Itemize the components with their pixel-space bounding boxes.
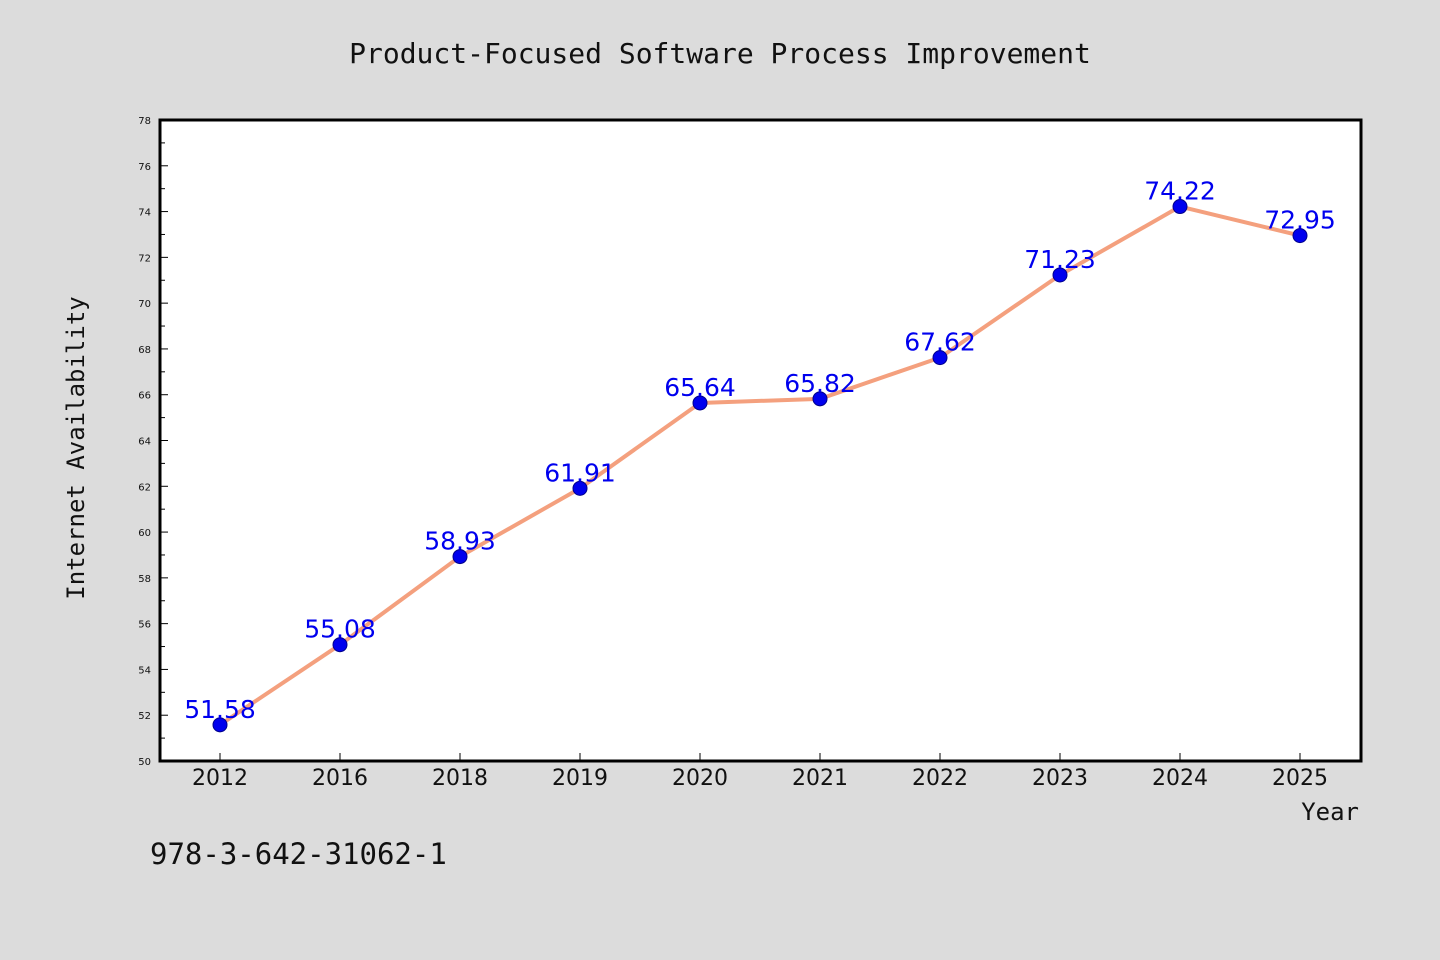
x-tick-label: 2025	[1272, 766, 1328, 791]
y-tick-label: 54	[138, 665, 151, 676]
y-tick-label: 50	[138, 757, 151, 768]
data-point	[692, 395, 708, 411]
data-point	[1052, 267, 1068, 283]
y-axis: 50 52 54 56 58 60 62 64 66 68 70 72 74 76 78	[138, 116, 168, 768]
data-label: 61.91	[544, 458, 616, 487]
x-tick-label: 2021	[792, 766, 848, 791]
y-tick-label: 60	[138, 528, 151, 539]
x-tick-label: 2018	[432, 766, 488, 791]
data-point	[212, 717, 228, 733]
y-tick-label: 66	[138, 391, 151, 402]
y-tick-label: 52	[138, 711, 151, 722]
x-tick-label: 2022	[912, 766, 968, 791]
y-tick-label: 64	[138, 437, 151, 448]
y-tick-label: 58	[138, 574, 151, 585]
data-point	[572, 480, 588, 496]
data-point	[932, 350, 948, 366]
x-tick-label: 2012	[192, 766, 248, 791]
data-label: 72.95	[1264, 206, 1336, 235]
data-point	[1292, 228, 1308, 244]
data-label: 74.22	[1144, 177, 1216, 206]
data-label: 51.58	[184, 695, 256, 724]
data-label: 67.62	[904, 328, 976, 357]
data-point	[452, 549, 468, 565]
data-point	[332, 637, 348, 653]
x-tick-label: 2019	[552, 766, 608, 791]
x-tick-label: 2023	[1032, 766, 1088, 791]
x-tick-label: 2024	[1152, 766, 1208, 791]
x-tick-label: 2020	[672, 766, 728, 791]
series-line	[218, 204, 1301, 727]
data-label: 65.82	[784, 369, 856, 398]
data-label: 65.64	[664, 373, 736, 402]
y-tick-label: 70	[138, 299, 151, 310]
data-label: 55.08	[304, 615, 376, 644]
data-label: 58.93	[424, 527, 496, 556]
y-tick-label: 72	[138, 253, 151, 264]
x-axis: 2012 2016 2018 2019 2020 2021 2022 2023 2024 2025	[192, 753, 1328, 791]
isbn-text: 978-3-642-31062-1	[150, 837, 447, 871]
series-group: 51.58 55.08 58.93 61.91 65.64 65.82 67.62 71.23…	[184, 177, 1336, 733]
y-axis-label: Internet Availability	[62, 296, 90, 599]
x-axis-label: Year	[1301, 798, 1359, 826]
y-tick-label: 56	[138, 620, 151, 631]
data-label: 71.23	[1024, 245, 1096, 274]
y-tick-label: 68	[138, 345, 151, 356]
data-point	[812, 391, 828, 407]
chart-title: Product-Focused Software Process Improve…	[349, 37, 1091, 70]
x-tick-label: 2016	[312, 766, 368, 791]
plot-area	[158, 118, 1363, 763]
y-tick-label: 78	[138, 116, 151, 127]
data-point	[1172, 199, 1188, 215]
y-tick-label: 62	[138, 482, 151, 493]
y-tick-label: 74	[138, 208, 151, 219]
y-tick-label: 76	[138, 162, 151, 173]
